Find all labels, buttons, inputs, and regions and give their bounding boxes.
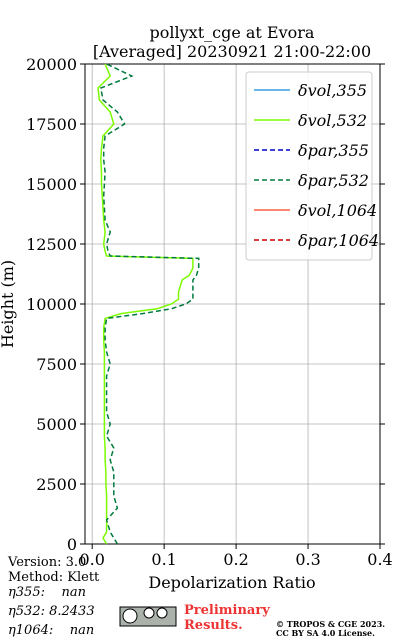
preliminary: Preliminary	[184, 603, 270, 618]
legend-label: δpar,532	[298, 171, 369, 190]
y-tick-label: 15000	[26, 175, 77, 194]
y-axis-label: Height (m)	[0, 260, 17, 348]
legend-box	[245, 71, 373, 261]
logo-by	[143, 607, 155, 619]
y-tick-label: 0	[67, 535, 77, 554]
series-line	[97, 63, 194, 545]
version: Version: 3.0	[7, 555, 86, 570]
legend-label: δvol,532	[298, 111, 367, 130]
method: Method: Klett	[8, 570, 100, 585]
copyright: © TROPOS & CGE 2023.	[276, 619, 385, 629]
legend-label: δpar,355	[298, 141, 369, 160]
legend-label: δvol,1064	[298, 201, 377, 220]
eta-532: η532: 8.2433	[8, 604, 95, 619]
x-tick-label: 0.1	[151, 550, 176, 569]
y-tick-label: 17500	[26, 115, 77, 134]
info: Version: 3.0 Method: Klett η355: nan η53…	[7, 555, 100, 638]
x-tick-label: 0.4	[367, 550, 392, 569]
logo-cc	[122, 608, 138, 624]
x-tick-label: 0.2	[223, 550, 248, 569]
x-axis-label: Depolarization Ratio	[148, 573, 315, 592]
results: Results.	[184, 618, 243, 633]
eta-355: η355: nan	[8, 585, 86, 600]
y-tick-label: 12500	[26, 235, 77, 254]
logo-sa	[156, 607, 168, 619]
y-tick-label: 10000	[26, 295, 77, 314]
series-line	[99, 63, 200, 545]
x-tick-label: 0.3	[295, 550, 320, 569]
legend-label: δpar,1064	[298, 231, 379, 250]
plot-frame	[84, 63, 381, 545]
x-tick-label: 0.0	[79, 550, 104, 569]
y-tick-label: 7500	[36, 355, 77, 374]
eta-1064: η1064: nan	[8, 623, 94, 638]
legend-label: δvol,355	[298, 81, 367, 100]
cc-logo	[119, 606, 177, 627]
y-tick-label: 5000	[36, 415, 77, 434]
y-tick-label: 2500	[36, 475, 77, 494]
chart-title: pollyxt_cge at Evora	[150, 23, 315, 42]
license: CC BY SA 4.0 License.	[276, 628, 375, 638]
y-tick-label: 20000	[26, 55, 77, 74]
chart-subtitle: [Averaged] 20230921 21:00-22:00	[93, 42, 371, 61]
